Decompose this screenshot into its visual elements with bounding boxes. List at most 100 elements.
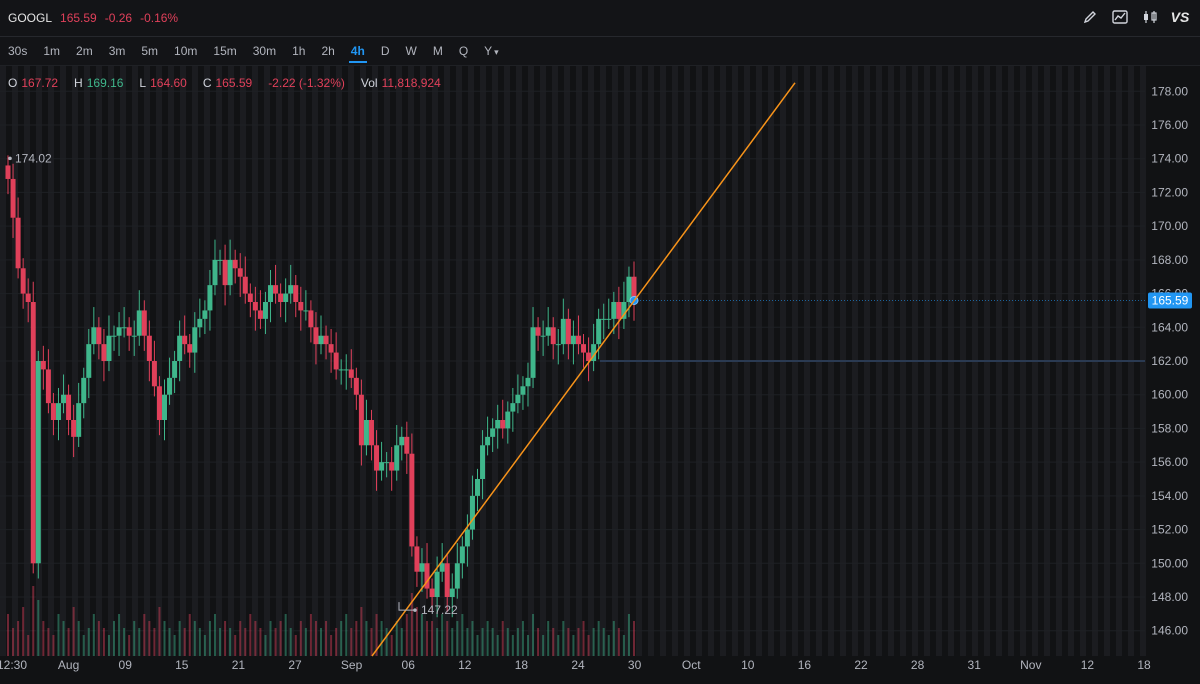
candle-body [298, 302, 304, 311]
volume-bar [532, 614, 535, 656]
toolbar: VS [1082, 9, 1190, 25]
candle-body [247, 293, 253, 302]
volume-bar [627, 614, 630, 656]
y-tick-label: 146.00 [1151, 624, 1188, 638]
candle-body [237, 268, 243, 277]
volume-bar [57, 614, 60, 656]
interval-d[interactable]: D [380, 44, 390, 58]
candle-body [288, 285, 294, 294]
candle-body [409, 453, 415, 547]
symbol-label[interactable]: GOOGL [8, 11, 53, 25]
volume-bar [198, 628, 201, 656]
interval-1h[interactable]: 1h [292, 44, 306, 58]
candle-body [303, 310, 309, 312]
high-marker-label: 174.02 [15, 151, 52, 165]
candle-body [419, 563, 425, 572]
volume-bar [304, 628, 307, 656]
interval-q[interactable]: Q [458, 44, 469, 58]
candles-icon[interactable] [1142, 9, 1158, 25]
y-tick-label: 176.00 [1151, 118, 1188, 132]
candle-body [76, 403, 82, 437]
volume-bar [370, 628, 373, 656]
candle-body [106, 335, 112, 361]
candle-body [500, 420, 506, 429]
interval-2m[interactable]: 2m [76, 44, 93, 58]
candle-body [40, 361, 46, 370]
high-value: 169.16 [86, 76, 124, 90]
candle-body [101, 344, 107, 361]
x-tick-label: Oct [682, 658, 701, 672]
candle-body [515, 394, 521, 404]
candle-body [389, 462, 395, 471]
y-tick-label: 160.00 [1151, 388, 1188, 402]
interval-y[interactable]: Y ▾ [476, 37, 507, 65]
candle-body [278, 293, 284, 302]
candle-body [586, 352, 592, 361]
volume-bar [173, 635, 176, 656]
y-tick-label: 174.00 [1151, 152, 1188, 166]
volume-bar [178, 621, 181, 656]
volume-bar [294, 635, 297, 656]
volume-bar [501, 621, 504, 656]
high-marker-dot [8, 156, 12, 161]
volume-label: Vol [360, 76, 378, 90]
candle-body [363, 420, 369, 446]
interval-3m[interactable]: 3m [108, 44, 126, 58]
candle-body [384, 462, 390, 464]
interval-10m[interactable]: 10m [174, 44, 198, 58]
volume-bar [456, 621, 459, 656]
x-tick-label: 30 [628, 658, 642, 672]
interval-30s[interactable]: 30s [8, 44, 28, 58]
candle-body [121, 327, 127, 329]
volume-bar [552, 628, 555, 656]
x-tick-label: 22 [854, 658, 868, 672]
compare-button[interactable]: VS [1170, 9, 1190, 25]
interval-bar: 30s 1m 2m 3m 5m 10m 15m 30m 1h 2h 4h D W… [0, 37, 1200, 66]
candle-body [257, 310, 263, 319]
volume-bar [622, 635, 625, 656]
interval-w[interactable]: W [405, 44, 417, 58]
candle-body [505, 411, 511, 429]
price-change: -0.26 [104, 11, 133, 25]
volume-bar [259, 628, 262, 656]
volume-bar [471, 621, 474, 656]
volume-bar [7, 614, 9, 656]
volume-bar [516, 628, 519, 656]
interval-4h[interactable]: 4h [343, 37, 373, 65]
volume-bar [592, 628, 595, 656]
volume-bar [446, 621, 449, 656]
interval-30m[interactable]: 30m [252, 44, 277, 58]
volume-bar [148, 621, 151, 656]
line-chart-icon[interactable] [1112, 9, 1128, 25]
volume-bar [82, 635, 85, 656]
interval-1m[interactable]: 1m [43, 44, 61, 58]
pencil-icon[interactable] [1082, 9, 1098, 25]
volume-bar [52, 635, 55, 656]
interval-m[interactable]: M [432, 44, 443, 58]
candle-body [510, 403, 516, 412]
candle-body [333, 352, 339, 370]
open-value: 167.72 [21, 76, 59, 90]
interval-y-label: Y [484, 44, 493, 58]
candle-body [131, 335, 137, 337]
candle-body [429, 588, 435, 597]
candle-body [353, 377, 359, 395]
volume-bar [511, 635, 514, 656]
volume-bar [234, 635, 237, 656]
volume-bar [385, 628, 388, 656]
x-tick-label: 06 [402, 658, 416, 672]
candle-body [217, 259, 223, 261]
x-tick-label: 09 [119, 658, 133, 672]
volume-bar [491, 628, 494, 656]
interval-5m[interactable]: 5m [141, 44, 159, 58]
price-chart[interactable]: 146.00 148.00 150.00 152.00 154.00 156.00 158.… [0, 66, 1200, 684]
candle-body [495, 420, 501, 429]
volume-bar [163, 621, 166, 656]
interval-15m[interactable]: 15m [213, 44, 237, 58]
candle-body [283, 293, 289, 302]
volume-bar [572, 635, 575, 656]
x-tick-label: 18 [1137, 658, 1151, 672]
candle-body [394, 445, 400, 471]
volume-bar [168, 628, 171, 656]
interval-2h[interactable]: 2h [321, 44, 335, 58]
